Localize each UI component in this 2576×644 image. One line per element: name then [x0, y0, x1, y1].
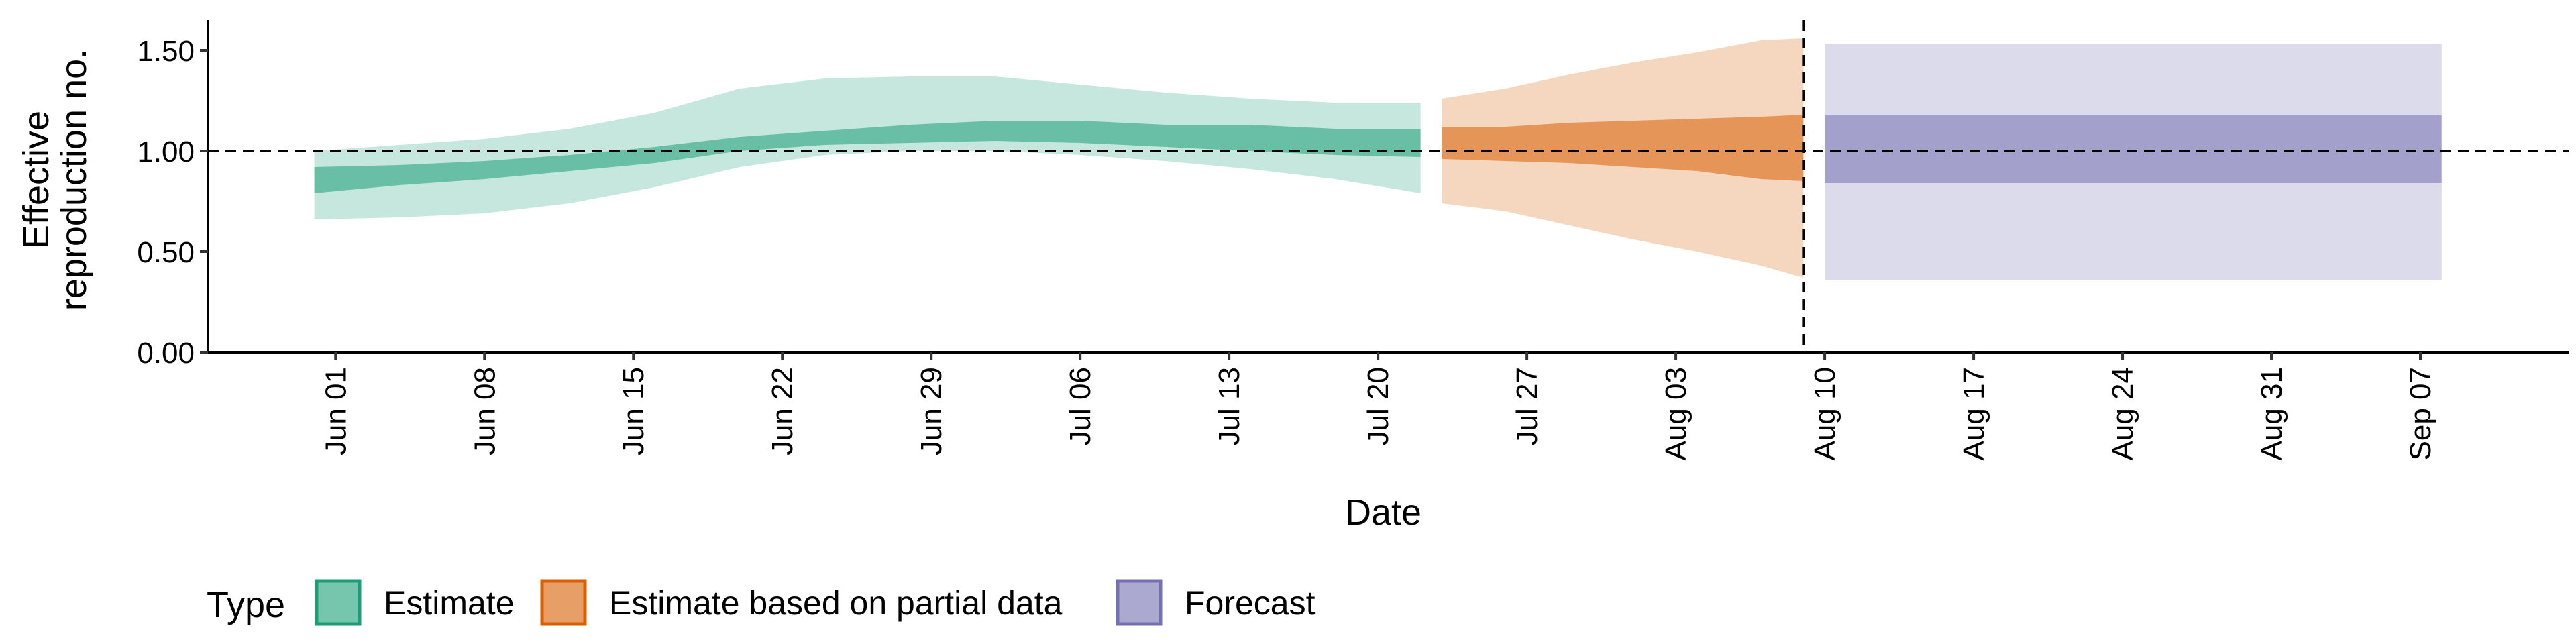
band-50-forecast: [1825, 115, 2442, 183]
x-tick-label: Aug 24: [2106, 367, 2139, 460]
legend-title: Type: [207, 585, 285, 625]
x-tick-label: Sep 07: [2404, 367, 2437, 460]
y-tick-label: 0.00: [137, 337, 195, 370]
x-tick-label: Jul 20: [1362, 367, 1395, 445]
x-tick-label: Jun 29: [915, 367, 948, 455]
x-tick-label: Jul 13: [1213, 367, 1246, 445]
band-50-estimate-based-on-partial-data: [1442, 115, 1804, 181]
band-90-estimate: [314, 76, 1421, 219]
x-tick-label: Aug 03: [1660, 367, 1693, 460]
y-axis-title-line-2: reproduction no.: [54, 49, 94, 311]
x-axis-title: Date: [1345, 492, 1421, 533]
y-tick-label: 0.50: [137, 236, 195, 269]
y-axis: 0.00 0.50 1.00 1.50: [137, 20, 209, 370]
band-50-estimate: [314, 121, 1421, 193]
x-tick-label: Aug 10: [1809, 367, 1841, 460]
legend-key: [540, 579, 587, 626]
x-tick-label: Jul 27: [1511, 367, 1544, 445]
legend-label: Estimate: [384, 584, 515, 622]
legend-key: [315, 579, 362, 626]
legend-label: Estimate based on partial data: [609, 584, 1063, 622]
x-tick-label: Jul 06: [1064, 367, 1097, 445]
legend-key: [1116, 579, 1163, 626]
y-tick-label: 1.50: [137, 35, 195, 68]
y-axis-title: Effective reproduction no.: [16, 49, 94, 311]
x-tick-label: Jun 15: [617, 367, 650, 455]
x-tick-label: Jun 01: [319, 367, 352, 455]
legend: Type Estimate Estimate based on partial d…: [207, 579, 1316, 626]
bands-layer: [314, 38, 2442, 280]
y-tick-label: 1.00: [137, 136, 195, 168]
x-axis: Jun 01 Jun 08 Jun 15 Jun 22 Jun 29 Jul 06 Jul …: [208, 351, 2569, 460]
x-tick-label: Aug 17: [1957, 367, 1990, 460]
y-axis-title-line-1: Effective: [16, 111, 56, 249]
legend-label: Forecast: [1185, 584, 1316, 622]
x-tick-label: Jun 08: [468, 367, 501, 455]
x-tick-label: Aug 31: [2255, 367, 2288, 460]
x-tick-label: Jun 22: [766, 367, 799, 455]
